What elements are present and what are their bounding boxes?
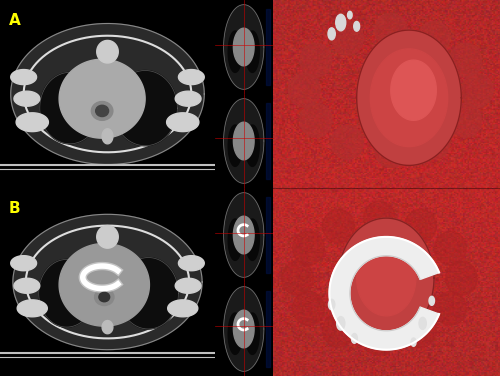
Polygon shape bbox=[434, 231, 466, 265]
Polygon shape bbox=[332, 126, 364, 159]
Polygon shape bbox=[450, 103, 482, 137]
Polygon shape bbox=[97, 226, 118, 248]
Polygon shape bbox=[322, 314, 354, 347]
Polygon shape bbox=[11, 70, 36, 85]
Polygon shape bbox=[38, 259, 94, 327]
Polygon shape bbox=[246, 125, 260, 166]
Bar bbox=[266, 103, 270, 179]
Bar bbox=[266, 9, 270, 85]
Polygon shape bbox=[228, 313, 242, 354]
Text: A: A bbox=[8, 13, 20, 28]
Circle shape bbox=[354, 21, 360, 31]
Circle shape bbox=[411, 338, 416, 346]
Polygon shape bbox=[300, 103, 332, 137]
Circle shape bbox=[419, 317, 426, 329]
Polygon shape bbox=[224, 287, 264, 371]
Polygon shape bbox=[224, 99, 264, 183]
Polygon shape bbox=[322, 209, 354, 243]
Polygon shape bbox=[404, 314, 436, 347]
Polygon shape bbox=[224, 5, 264, 89]
Polygon shape bbox=[168, 300, 198, 317]
Polygon shape bbox=[14, 91, 40, 106]
Polygon shape bbox=[246, 31, 260, 72]
Polygon shape bbox=[356, 30, 462, 165]
Polygon shape bbox=[330, 237, 439, 350]
Polygon shape bbox=[228, 219, 242, 260]
Circle shape bbox=[336, 317, 345, 330]
Polygon shape bbox=[234, 122, 254, 160]
Bar bbox=[266, 291, 270, 367]
Polygon shape bbox=[418, 126, 450, 159]
Polygon shape bbox=[434, 291, 466, 325]
Circle shape bbox=[429, 296, 434, 305]
Polygon shape bbox=[234, 216, 254, 254]
Circle shape bbox=[328, 299, 335, 310]
Polygon shape bbox=[178, 256, 204, 271]
Circle shape bbox=[96, 105, 108, 117]
Polygon shape bbox=[14, 278, 40, 293]
Polygon shape bbox=[97, 41, 118, 63]
Polygon shape bbox=[364, 321, 396, 355]
Polygon shape bbox=[418, 21, 450, 55]
Polygon shape bbox=[292, 291, 324, 325]
Circle shape bbox=[92, 102, 113, 120]
Circle shape bbox=[94, 289, 114, 305]
Polygon shape bbox=[59, 59, 145, 138]
Polygon shape bbox=[228, 31, 242, 72]
Polygon shape bbox=[102, 321, 113, 334]
Polygon shape bbox=[224, 193, 264, 277]
Polygon shape bbox=[246, 219, 260, 260]
Polygon shape bbox=[404, 209, 436, 243]
Bar bbox=[266, 197, 270, 273]
Polygon shape bbox=[234, 310, 254, 348]
Polygon shape bbox=[462, 73, 493, 107]
Polygon shape bbox=[113, 71, 178, 146]
Polygon shape bbox=[338, 218, 434, 338]
Polygon shape bbox=[228, 125, 242, 166]
Polygon shape bbox=[11, 256, 36, 271]
Polygon shape bbox=[234, 28, 254, 66]
Polygon shape bbox=[375, 13, 406, 47]
Circle shape bbox=[348, 11, 352, 19]
Polygon shape bbox=[356, 241, 416, 316]
Polygon shape bbox=[375, 133, 406, 167]
Circle shape bbox=[99, 293, 110, 302]
Polygon shape bbox=[282, 261, 314, 295]
Polygon shape bbox=[17, 300, 48, 317]
Polygon shape bbox=[178, 70, 204, 85]
Polygon shape bbox=[364, 201, 396, 235]
Polygon shape bbox=[59, 244, 150, 326]
Polygon shape bbox=[40, 73, 100, 144]
Circle shape bbox=[328, 28, 336, 40]
Polygon shape bbox=[288, 73, 320, 107]
Polygon shape bbox=[300, 43, 332, 77]
Circle shape bbox=[336, 14, 346, 31]
Polygon shape bbox=[118, 258, 178, 329]
Polygon shape bbox=[391, 60, 436, 120]
Polygon shape bbox=[102, 129, 113, 144]
Polygon shape bbox=[11, 24, 204, 164]
Text: B: B bbox=[8, 201, 20, 216]
Polygon shape bbox=[246, 313, 260, 354]
Polygon shape bbox=[370, 49, 448, 147]
Polygon shape bbox=[175, 278, 201, 293]
Polygon shape bbox=[450, 43, 482, 77]
Polygon shape bbox=[292, 231, 324, 265]
Polygon shape bbox=[16, 113, 48, 132]
Circle shape bbox=[352, 334, 358, 343]
Polygon shape bbox=[332, 21, 364, 55]
Polygon shape bbox=[175, 91, 201, 106]
Polygon shape bbox=[446, 261, 477, 295]
Polygon shape bbox=[13, 214, 202, 350]
Polygon shape bbox=[166, 113, 199, 132]
